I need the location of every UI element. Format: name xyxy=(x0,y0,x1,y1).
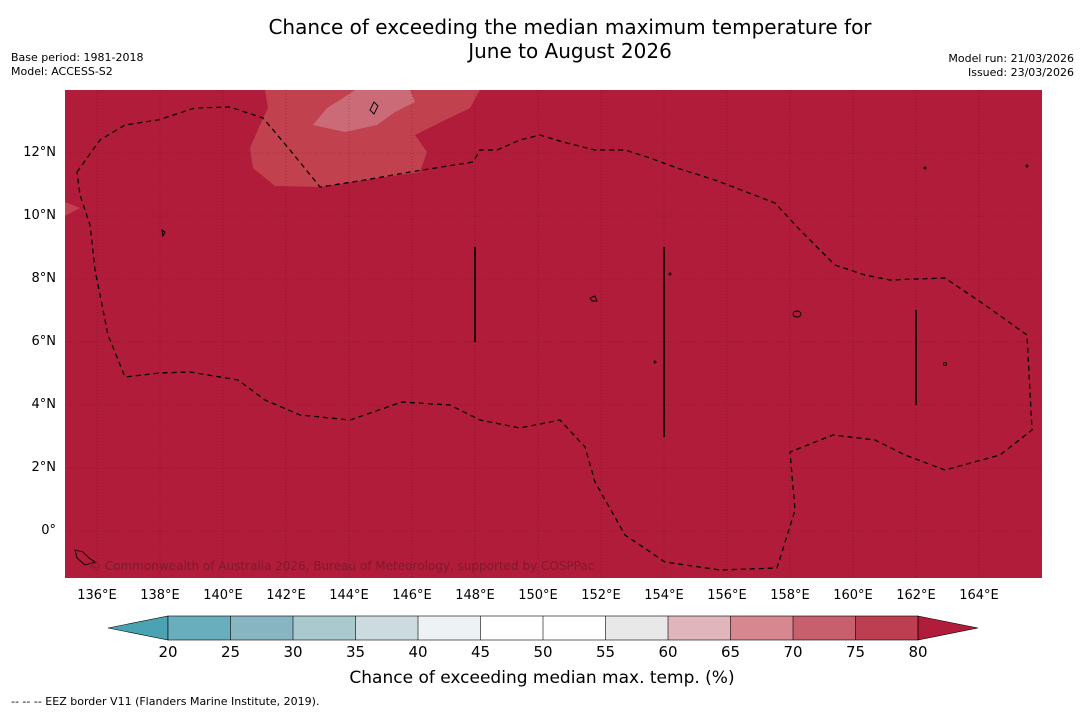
colorbar-bin-65-70 xyxy=(730,616,793,640)
colorbar-bin-45-50 xyxy=(480,616,543,640)
lon-label-142e: 142°E xyxy=(266,588,306,603)
graticule xyxy=(65,90,1042,578)
lon-label-138e: 138°E xyxy=(140,588,180,603)
colorbar-over-arrow xyxy=(917,615,979,641)
colorbar-bin-70-75 xyxy=(793,616,856,640)
colorbar-tick-55: 55 xyxy=(595,643,616,661)
colorbar-tick-75: 75 xyxy=(845,643,866,661)
colorbar-bin-30-35 xyxy=(293,616,356,640)
lon-label-156e: 156°E xyxy=(707,588,747,603)
lon-label-154e: 154°E xyxy=(644,588,684,603)
colorbar-tick-45: 45 xyxy=(470,643,491,661)
map-background xyxy=(65,90,1042,578)
colorbar-bin-60-65 xyxy=(668,616,731,640)
title-line-2: June to August 2026 xyxy=(468,39,672,63)
colorbar-tick-80: 80 xyxy=(908,643,928,661)
lat-label-2n: 2°N xyxy=(31,460,57,475)
map-canvas xyxy=(65,90,1042,578)
lon-label-158e: 158°E xyxy=(770,588,810,603)
lat-label-10n: 10°N xyxy=(23,208,56,223)
anomaly-patch-70-75 xyxy=(250,90,480,187)
issued-date: Issued: 23/03/2026 xyxy=(967,66,1074,79)
colorbar-bin-40-45 xyxy=(418,616,481,640)
colorbar-tick-30: 30 xyxy=(283,643,303,661)
eez-footnote: -- -- -- EEZ border V11 (Flanders Marine… xyxy=(11,695,320,708)
colorbar-tick-60: 60 xyxy=(658,643,678,661)
lat-label-4n: 4°N xyxy=(31,397,57,412)
colorbar-label: Chance of exceeding median max. temp. (%… xyxy=(349,668,735,688)
model-name: Model: ACCESS-S2 xyxy=(11,65,113,78)
colorbar-tick-35: 35 xyxy=(345,643,366,661)
anomaly-patch-65-70 xyxy=(313,90,415,132)
colorbar-bin-35-40 xyxy=(355,616,418,640)
colorbar-bin-50-55 xyxy=(543,616,606,640)
colorbar-tick-50: 50 xyxy=(533,643,553,661)
colorbar-tick-70: 70 xyxy=(783,643,803,661)
meta-left: Base period: 1981-2018 Model: ACCESS-S2 xyxy=(11,51,143,79)
colorbar-tick-25: 25 xyxy=(220,643,241,661)
colorbar-bin-55-60 xyxy=(605,616,668,640)
lat-label-12n: 12°N xyxy=(23,145,56,160)
lon-label-152e: 152°E xyxy=(581,588,621,603)
lon-label-162e: 162°E xyxy=(896,588,936,603)
lat-label-8n: 8°N xyxy=(31,271,57,286)
lat-label-6n: 6°N xyxy=(31,334,57,349)
lon-label-136e: 136°E xyxy=(77,588,117,603)
eez-border xyxy=(76,106,1033,571)
model-run: Model run: 21/03/2026 xyxy=(948,52,1074,65)
lon-label-146e: 146°E xyxy=(392,588,432,603)
colorbar-tick-65: 65 xyxy=(720,643,741,661)
lon-label-144e: 144°E xyxy=(329,588,369,603)
colorbar-tick-20: 20 xyxy=(158,643,178,661)
islands xyxy=(74,101,1029,566)
meta-right: Model run: 21/03/2026 Issued: 23/03/2026 xyxy=(948,52,1074,80)
copyright-credit: © Commonwealth of Australia 2026, Bureau… xyxy=(89,559,595,573)
lon-label-148e: 148°E xyxy=(455,588,495,603)
colorbar-tick-40: 40 xyxy=(408,643,428,661)
lon-label-160e: 160°E xyxy=(833,588,873,603)
base-period: Base period: 1981-2018 xyxy=(11,51,144,64)
colorbar-under-arrow xyxy=(107,615,169,641)
anomaly-patch-west xyxy=(65,202,80,216)
colorbar-bin-25-30 xyxy=(230,616,293,640)
colorbar-bin-20-25 xyxy=(168,616,231,640)
map-panel xyxy=(65,90,1042,578)
lon-label-140e: 140°E xyxy=(203,588,243,603)
lat-label-0: 0° xyxy=(41,523,56,538)
lon-label-164e: 164°E xyxy=(959,588,999,603)
chart-title: Chance of exceeding the median maximum t… xyxy=(170,15,970,63)
colorbar xyxy=(105,614,980,648)
colorbar-dividers xyxy=(167,615,919,641)
title-line-1: Chance of exceeding the median maximum t… xyxy=(268,15,872,39)
colorbar-bin-75-80 xyxy=(855,616,918,640)
lon-label-150e: 150°E xyxy=(518,588,558,603)
colorbar-canvas xyxy=(107,615,979,641)
